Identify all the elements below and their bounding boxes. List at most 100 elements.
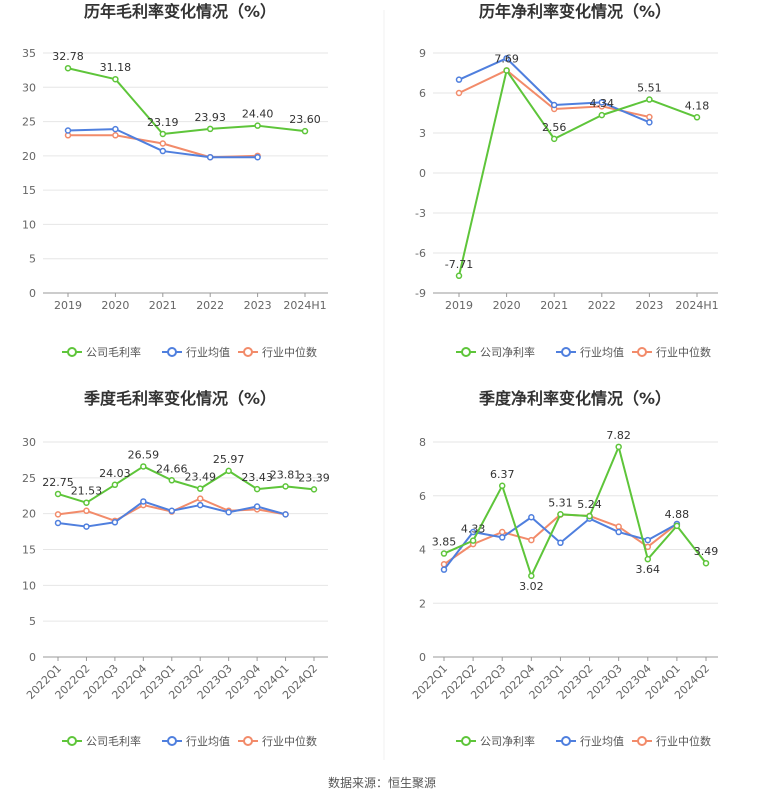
- data-point-company: [498, 482, 506, 490]
- legend: 公司净利率 行业均值 行业中位数: [456, 345, 711, 359]
- x-tick-label: 2019: [54, 299, 82, 312]
- data-label: 3.85: [432, 536, 457, 549]
- legend-item-company[interactable]: 公司净利率: [456, 734, 535, 748]
- x-tick-label: 2022: [196, 299, 224, 312]
- data-label: 25.97: [213, 453, 245, 466]
- data-point-company: [598, 111, 606, 119]
- legend-item-avg[interactable]: 行业均值: [162, 346, 230, 359]
- data-point-avg: [254, 153, 261, 161]
- data-point-avg: [159, 147, 167, 155]
- legend-item-company[interactable]: 公司毛利率: [62, 734, 141, 748]
- y-tick-label: 8: [419, 436, 426, 449]
- legend-label: 公司毛利率: [86, 734, 141, 748]
- legend-item-company[interactable]: 公司毛利率: [62, 345, 141, 359]
- legend: 公司毛利率 行业均值 行业中位数: [62, 734, 317, 748]
- y-tick-label: 0: [419, 651, 426, 664]
- legend-item-median[interactable]: 行业中位数: [632, 734, 711, 748]
- legend-item-avg[interactable]: 行业均值: [162, 735, 230, 748]
- data-point-avg: [253, 503, 261, 510]
- data-point-company: [253, 485, 261, 493]
- x-tick-label: 2021: [149, 299, 177, 312]
- legend-item-median[interactable]: 行业中位数: [632, 345, 711, 359]
- legend-item-avg[interactable]: 行业均值: [556, 735, 624, 748]
- data-point-company: [225, 467, 232, 475]
- data-point-avg: [550, 101, 558, 109]
- data-label: 7.69: [494, 52, 519, 65]
- legend-swatch-marker: [637, 736, 647, 746]
- series-avg: [455, 55, 653, 126]
- data-point-avg: [455, 76, 463, 83]
- x-tick-label: 2020: [101, 299, 129, 312]
- data-label: 26.59: [128, 448, 160, 461]
- data-point-avg: [498, 534, 506, 541]
- y-tick-label: 25: [22, 116, 36, 129]
- data-point-avg: [598, 99, 606, 106]
- legend-item-avg[interactable]: 行业均值: [556, 346, 624, 359]
- data-source: 数据来源：恒生聚源: [328, 775, 436, 790]
- chart-title: 历年净利率变化情况（%）: [479, 2, 671, 21]
- data-label: 2.56: [542, 121, 567, 134]
- data-point-avg: [282, 511, 289, 518]
- legend-swatch-marker: [461, 347, 471, 357]
- chart-panel-4: 季度净利率变化情况（%）024682022Q12022Q22022Q32022Q…: [410, 389, 718, 748]
- data-point-company: [112, 75, 119, 83]
- data-point-avg: [111, 519, 119, 526]
- data-label: 31.18: [100, 61, 132, 74]
- chart-title: 历年毛利率变化情况（%）: [84, 2, 276, 21]
- data-point-company: [111, 481, 119, 489]
- series-company: -7.71 7.69 2.56 4.34 5.51 4.18: [445, 52, 710, 280]
- chart-panel-3: 季度毛利率变化情况（%）0510152025302022Q12022Q22022…: [22, 389, 330, 748]
- legend-item-company[interactable]: 公司净利率: [456, 345, 535, 359]
- data-point-company: [615, 443, 622, 451]
- legend-item-median[interactable]: 行业中位数: [238, 734, 317, 748]
- y-tick-label: 10: [22, 218, 36, 231]
- legend-item-median[interactable]: 行业中位数: [238, 345, 317, 359]
- data-label: 4.88: [665, 508, 690, 521]
- x-tick-label: 2023: [635, 299, 663, 312]
- data-point-avg: [615, 528, 622, 536]
- data-point-avg: [557, 539, 564, 547]
- data-point-median: [528, 536, 535, 544]
- data-label: 4.18: [685, 99, 710, 112]
- y-tick-label: 9: [419, 47, 426, 60]
- data-point-company: [206, 125, 214, 133]
- data-point-company: [254, 122, 261, 129]
- data-point-median: [159, 140, 167, 147]
- y-tick-label: 6: [419, 87, 426, 100]
- data-point-company: [469, 537, 477, 544]
- data-point-company: [54, 490, 62, 498]
- legend-label: 行业中位数: [262, 345, 317, 359]
- data-point-company: [64, 64, 72, 72]
- data-point-company: [673, 522, 681, 530]
- legend-label: 公司净利率: [480, 345, 535, 359]
- data-point-avg: [54, 519, 62, 527]
- y-tick-label: 6: [419, 490, 426, 503]
- data-point-avg: [644, 536, 652, 544]
- data-label: 23.81: [270, 468, 302, 481]
- data-label: 7.82: [606, 429, 631, 442]
- y-tick-label: 3: [419, 127, 426, 140]
- data-point-company: [455, 272, 463, 280]
- legend-swatch-marker: [243, 736, 253, 746]
- data-point-avg: [196, 501, 204, 509]
- data-point-median: [646, 113, 653, 121]
- data-label: 22.75: [42, 476, 74, 489]
- y-tick-label: -9: [415, 287, 426, 300]
- data-point-avg: [503, 55, 510, 62]
- legend-label: 行业均值: [580, 735, 624, 748]
- y-tick-label: 35: [22, 47, 36, 60]
- data-point-company: [159, 130, 167, 138]
- data-point-median: [615, 523, 622, 530]
- y-tick-label: 0: [419, 167, 426, 180]
- y-tick-label: 10: [22, 579, 36, 592]
- data-point-company: [586, 512, 593, 520]
- data-point-median: [112, 132, 119, 139]
- data-point-company: [83, 499, 90, 506]
- legend-swatch-marker: [167, 347, 177, 357]
- chart-panel-1: 历年毛利率变化情况（%） 0 5 10 15 20 25 30 35 2019 2020 2021 20…: [22, 2, 328, 359]
- data-label: 5.24: [577, 498, 602, 511]
- data-point-company: [196, 485, 204, 492]
- data-point-avg: [112, 125, 119, 133]
- data-point-company: [702, 559, 710, 567]
